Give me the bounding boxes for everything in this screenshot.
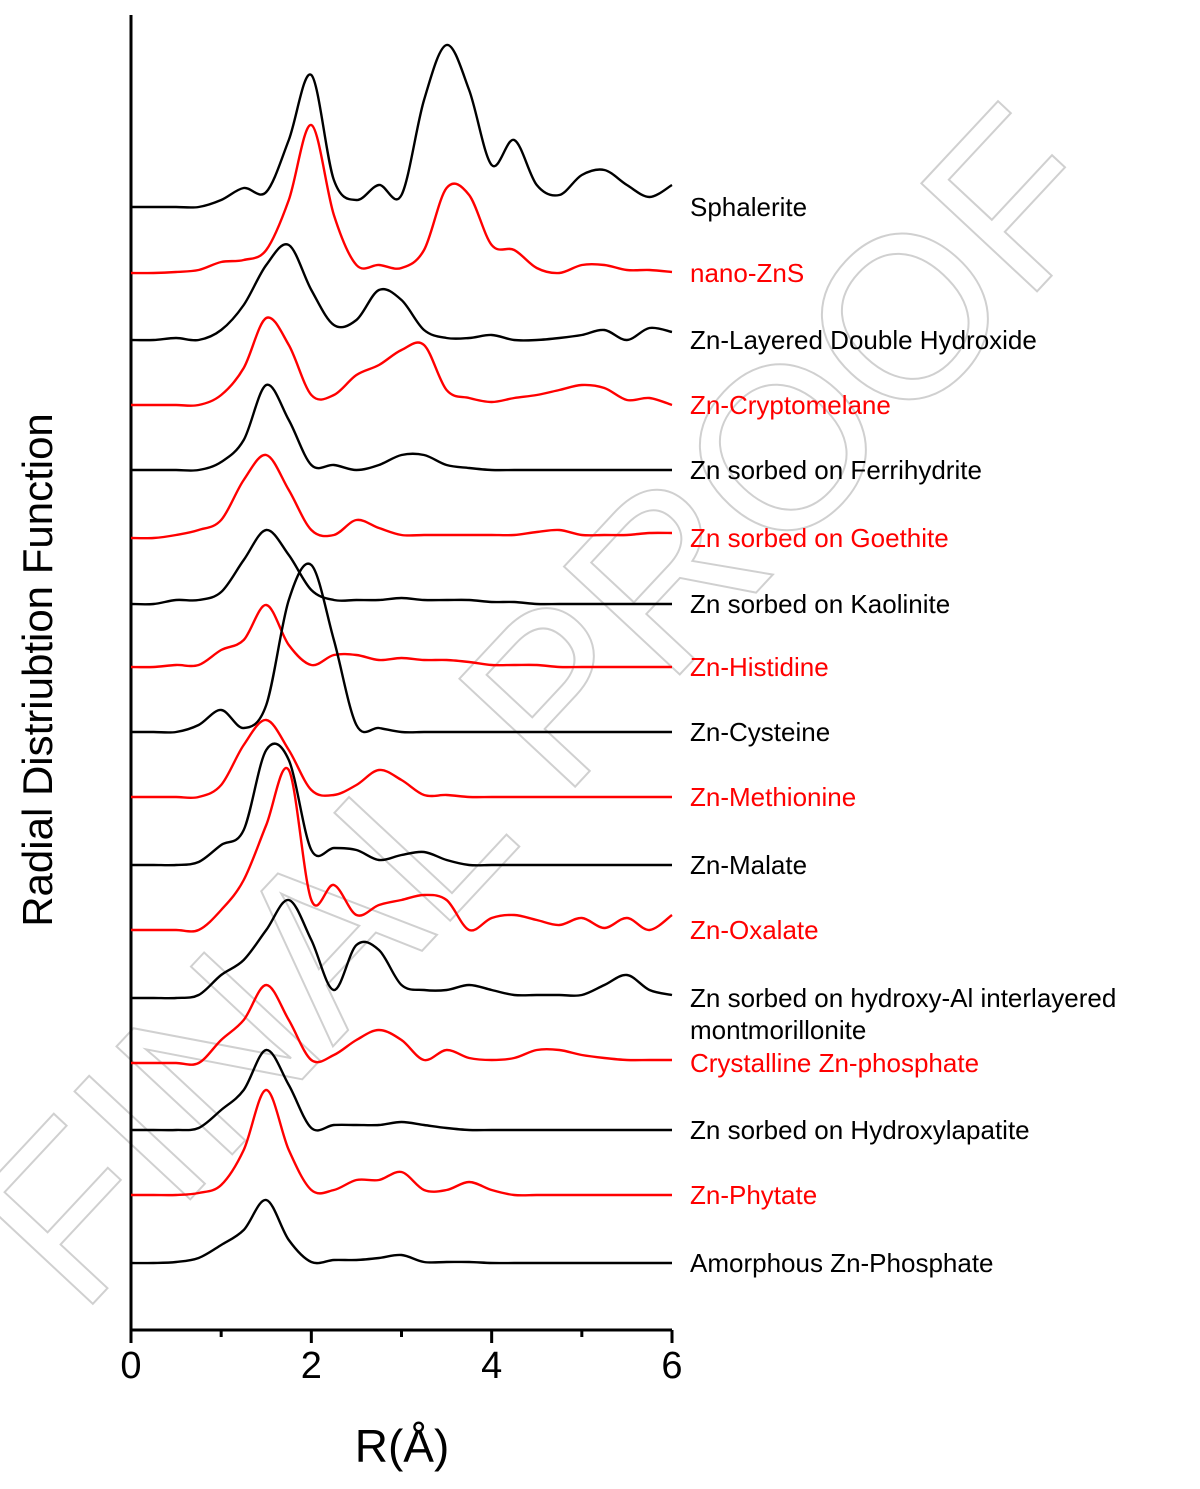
series-label: Crystalline Zn-phosphate <box>690 1048 980 1078</box>
rdf-curve <box>130 528 672 606</box>
rdf-curve <box>130 742 672 867</box>
x-tick-label: 6 <box>661 1345 682 1387</box>
series-label: Zn-Methionine <box>690 782 857 812</box>
rdf-curve <box>130 453 673 540</box>
rdf-curve <box>131 898 673 1000</box>
series-label: nano-ZnS <box>690 258 805 288</box>
series-label: Zn-Cysteine <box>690 717 831 747</box>
rdf-curve <box>130 123 673 275</box>
x-tick-label: 4 <box>481 1345 502 1387</box>
rdf-curve <box>131 983 672 1066</box>
x-tick-label: 0 <box>120 1345 141 1387</box>
series-label: Zn sorbed on Goethite <box>690 523 949 553</box>
rdf-curve <box>131 316 673 407</box>
rdf-curve <box>130 1048 672 1132</box>
series-label: Zn sorbed on Hydroxylapatite <box>690 1115 1030 1145</box>
rdf-curve <box>131 766 673 933</box>
series-label: Zn sorbed on hydroxy-Al interlayered mon… <box>690 983 1117 1045</box>
series-label: Zn-Oxalate <box>690 915 819 945</box>
rdf-curve <box>130 1088 672 1197</box>
series-label: Sphalerite <box>690 192 808 222</box>
series-label: Amorphous Zn-Phosphate <box>690 1248 994 1278</box>
watermark: FINAL PROOF <box>0 60 1156 1351</box>
rdf-curve <box>130 1198 672 1265</box>
series-label: Zn-Histidine <box>690 652 829 682</box>
x-axis-label: R(Å) <box>355 1420 450 1472</box>
series-label: Zn-Cryptomelane <box>690 390 891 420</box>
series-label: Zn-Malate <box>690 850 808 880</box>
x-tick-label: 2 <box>301 1345 322 1387</box>
series-label: Zn-Layered Double Hydroxide <box>690 325 1037 355</box>
y-axis-label: Radial Distriubtion Function <box>14 413 61 927</box>
rdf-curve <box>130 43 673 209</box>
rdf-curve <box>131 562 672 734</box>
rdf-curve <box>131 383 672 472</box>
rdf-curve <box>130 603 672 669</box>
series-label: Zn sorbed on Kaolinite <box>690 589 951 619</box>
series-label: Zn sorbed on Ferrihydrite <box>690 455 982 485</box>
rdf-curve <box>130 243 673 342</box>
series-label: Zn-Phytate <box>690 1180 818 1210</box>
rdf-curve <box>130 718 672 800</box>
